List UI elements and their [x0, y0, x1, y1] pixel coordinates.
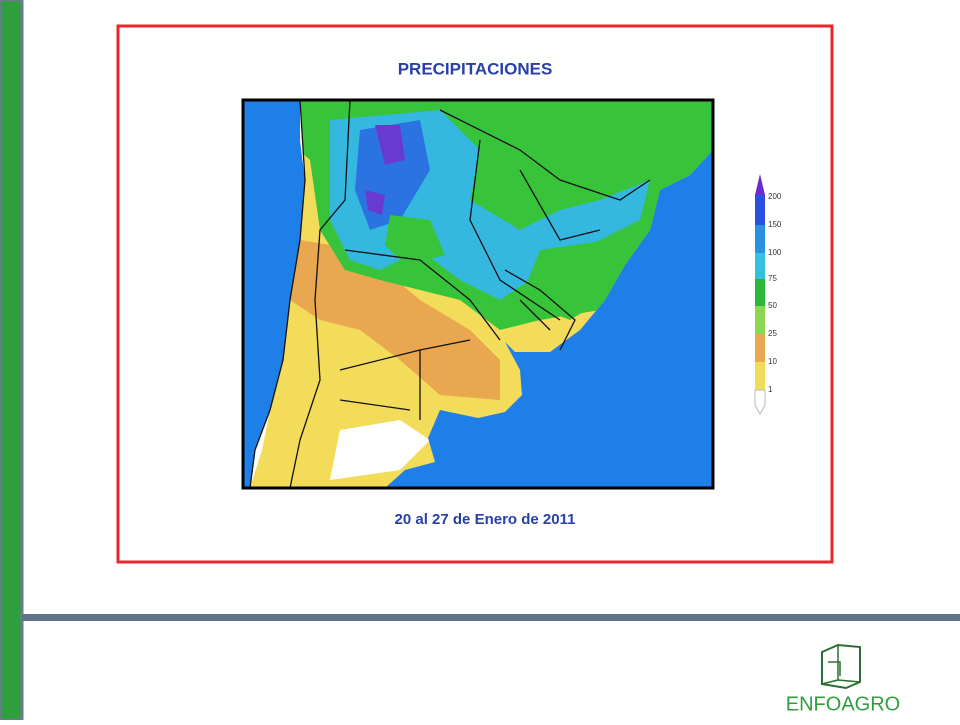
legend-label: 25: [768, 329, 777, 338]
side-bar: [0, 0, 24, 722]
legend-label: 10: [768, 357, 777, 366]
map-title: PRECIPITACIONES: [398, 59, 553, 78]
legend-label: 1: [768, 385, 773, 394]
legend-label: 100: [768, 248, 782, 257]
legend: 200 150 100 75 50 25 10 1: [754, 174, 782, 415]
map-date: 20 al 27 de Enero de 2011: [395, 511, 576, 528]
legend-label: 75: [768, 274, 777, 283]
map: [241, 98, 715, 490]
logo: ENFOAGRO: [786, 643, 900, 715]
legend-label: 150: [768, 220, 782, 229]
divider: [22, 614, 960, 621]
legend-label: 200: [768, 192, 782, 201]
legend-label: 50: [768, 301, 777, 310]
logo-text: ENFOAGRO: [786, 693, 900, 715]
